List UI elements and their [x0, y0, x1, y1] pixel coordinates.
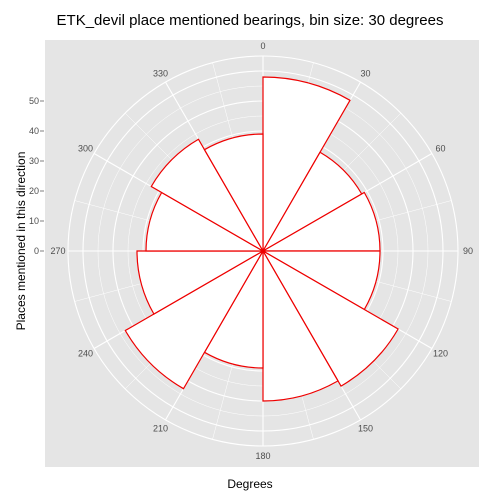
chart-title: ETK_devil place mentioned bearings, bin …	[56, 12, 444, 29]
radial-tick-20: 20	[29, 186, 39, 196]
radial-tick-30: 30	[29, 156, 39, 166]
bar-330	[203, 133, 264, 254]
x-axis-label: Degrees	[227, 477, 273, 491]
angle-tick-90: 90	[463, 246, 473, 256]
ticks-layer: 0 30 60 90 120 150 180 210 240 270 300 330 0 10 20 30 40…	[29, 41, 473, 461]
angle-tick-60: 60	[435, 144, 445, 154]
bar-0	[262, 76, 351, 254]
radial-tick-50: 50	[29, 96, 39, 106]
angle-tick-270: 270	[50, 246, 65, 256]
angle-tick-0: 0	[260, 41, 265, 51]
radial-tick-0: 0	[34, 246, 39, 256]
angle-tick-30: 30	[360, 69, 370, 79]
bars-layer	[124, 76, 399, 402]
angle-tick-300: 300	[78, 144, 93, 154]
angle-tick-210: 210	[153, 424, 168, 434]
angle-tick-120: 120	[433, 349, 448, 359]
angle-tick-180: 180	[255, 451, 270, 461]
bar-240	[136, 250, 266, 315]
angle-tick-240: 240	[78, 349, 93, 359]
bar-120	[261, 249, 399, 387]
angle-tick-150: 150	[358, 424, 373, 434]
bar-150	[262, 248, 339, 402]
radial-tick-10: 10	[29, 216, 39, 226]
radial-tick-40: 40	[29, 126, 39, 136]
bar-210	[124, 249, 265, 390]
angle-tick-330: 330	[153, 69, 168, 79]
bar-300	[150, 138, 265, 253]
